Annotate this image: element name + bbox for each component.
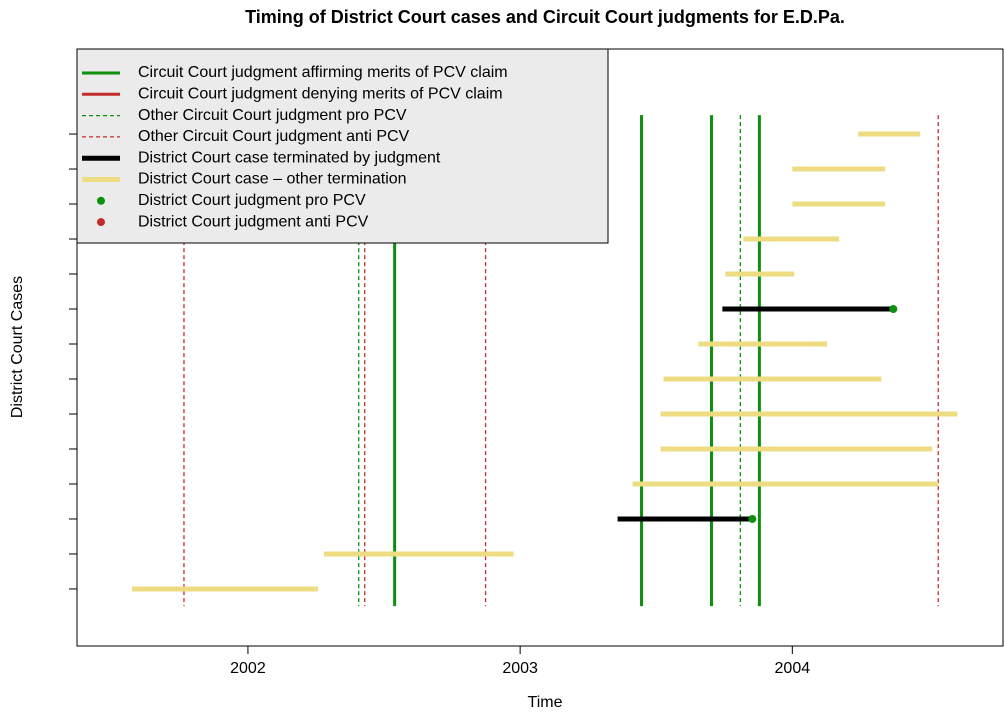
legend-box (76, 48, 609, 244)
x-tick-label: 2002 (230, 660, 266, 677)
chart-title: Timing of District Court cases and Circu… (245, 7, 845, 27)
judgment-point (748, 514, 757, 523)
judgment-point (889, 305, 898, 314)
legend-label: Circuit Court judgment denying merits of… (138, 86, 503, 103)
x-tick-label: 2004 (775, 660, 811, 677)
x-axis-label: Time (528, 694, 563, 711)
legend-label: District Court judgment pro PCV (138, 192, 366, 209)
legend-swatch (97, 196, 105, 205)
legend-label: District Court case terminated by judgme… (138, 149, 441, 166)
x-tick-label: 2003 (502, 660, 538, 677)
y-axis-label: District Court Cases (9, 276, 26, 418)
legend-label: District Court case – other termination (138, 171, 407, 188)
legend-label: District Court judgment anti PCV (138, 213, 369, 230)
legend-swatch (97, 218, 105, 227)
legend-label: Other Circuit Court judgment pro PCV (138, 107, 407, 124)
legend-label: Other Circuit Court judgment anti PCV (138, 128, 410, 145)
legend-label: Circuit Court judgment affirming merits … (138, 64, 508, 81)
